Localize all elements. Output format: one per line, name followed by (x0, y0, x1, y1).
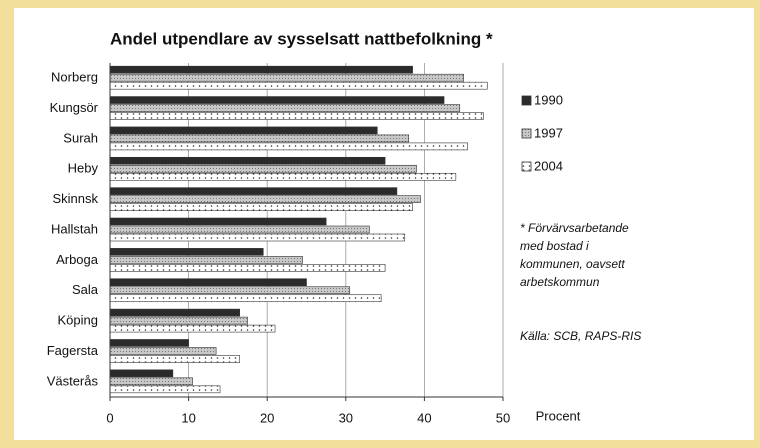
bar (109, 195, 421, 203)
bar (109, 126, 378, 135)
chart-title: Andel utpendlare av sysselsatt nattbefol… (110, 29, 493, 48)
x-tick-label: 0 (106, 410, 113, 425)
y-tick-label: Skinnsk (52, 191, 98, 206)
bar (109, 134, 409, 143)
bar (109, 256, 303, 264)
bar (109, 347, 217, 355)
bar (109, 104, 461, 112)
bar (109, 377, 193, 386)
bar (109, 187, 398, 195)
y-tick-label: Surah (63, 130, 98, 145)
bar (109, 164, 417, 173)
x-axis-label: Procent (536, 408, 581, 423)
legend-swatch (521, 95, 532, 106)
bar (109, 142, 468, 151)
source: Källa: SCB, RAPS-RIS (520, 329, 641, 343)
bar (109, 385, 221, 394)
legend-label: 2004 (534, 158, 563, 173)
bar (109, 324, 276, 333)
bar (109, 286, 351, 295)
bar (109, 369, 174, 378)
y-tick-label: Sala (72, 282, 99, 297)
legend-swatch (521, 128, 532, 139)
bar (109, 339, 189, 347)
y-tick-label: Fagersta (47, 343, 99, 358)
bar (109, 225, 370, 234)
bar (109, 172, 457, 181)
bar (109, 278, 307, 287)
bar (109, 294, 382, 303)
legend-swatch (521, 161, 532, 172)
bar (109, 112, 484, 120)
x-tick-label: 20 (260, 410, 274, 425)
x-tick-label: 40 (417, 410, 431, 425)
y-tick-label: Västerås (47, 373, 99, 388)
bar (109, 73, 465, 82)
y-tick-label: Kungsör (50, 100, 99, 115)
y-tick-label: Norberg (51, 70, 98, 85)
note: med bostad i (520, 239, 589, 253)
x-tick-label: 50 (496, 410, 510, 425)
bar (109, 248, 264, 256)
x-tick-label: 30 (339, 410, 353, 425)
y-tick-label: Heby (68, 161, 99, 176)
bar (109, 316, 248, 325)
bar (109, 96, 445, 104)
y-tick-label: Hallstah (51, 221, 98, 236)
bar (109, 156, 386, 165)
bar (109, 264, 386, 272)
y-tick-label: Arboga (56, 252, 99, 267)
note: * Förvärvsarbetande (520, 221, 629, 235)
legend-label: 1997 (534, 125, 563, 140)
y-tick-label: Köping (58, 313, 98, 328)
note: kommunen, oavsett (520, 257, 625, 271)
bar (109, 203, 413, 211)
bar (109, 81, 488, 90)
bar (109, 233, 406, 242)
x-tick-label: 10 (181, 410, 195, 425)
bar (109, 355, 240, 363)
bar (109, 308, 240, 317)
legend-label: 1990 (534, 92, 563, 107)
bar (109, 217, 327, 226)
bar (109, 65, 413, 74)
note: arbetskommun (520, 275, 600, 289)
